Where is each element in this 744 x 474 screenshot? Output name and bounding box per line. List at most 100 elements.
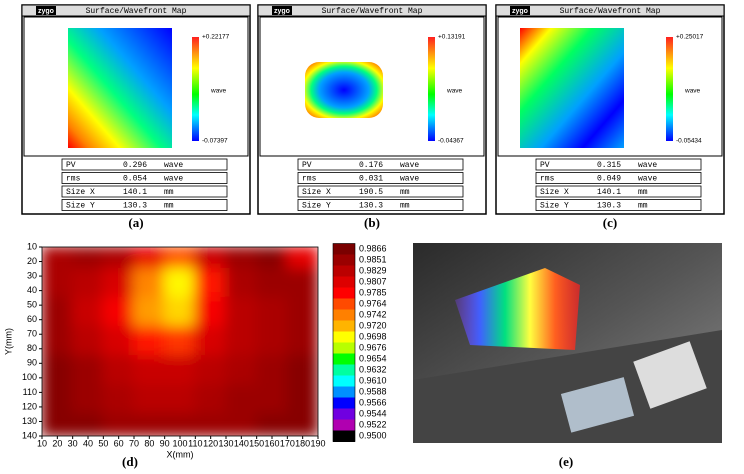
stat-box bbox=[61, 199, 228, 211]
x-tick-label: 180 bbox=[295, 438, 310, 448]
stat-box bbox=[297, 185, 464, 198]
heat-cell bbox=[71, 247, 105, 270]
y-tick-label: 90 bbox=[27, 358, 37, 368]
colorbar-max: +0.22177 bbox=[202, 34, 230, 41]
photo-prism bbox=[560, 377, 635, 433]
x-tick-label: 20 bbox=[52, 438, 62, 448]
x-tick-label: 160 bbox=[264, 438, 279, 448]
y-axis-label: Y(mm) bbox=[3, 328, 13, 355]
stat-box bbox=[535, 185, 702, 198]
heat-cell bbox=[286, 384, 318, 416]
x-tick-label: 190 bbox=[310, 438, 325, 448]
heat-cell bbox=[255, 384, 289, 416]
x-axis-label: X(mm) bbox=[167, 449, 194, 459]
colorbar-frame bbox=[332, 243, 356, 442]
heat-cell bbox=[133, 267, 166, 299]
zygo-panels: zygo Surface/Wavefront Map +0.22177 wave -0.… bbox=[21, 4, 725, 230]
logo-box bbox=[272, 6, 292, 15]
heat-cell bbox=[225, 355, 258, 387]
logo-box bbox=[36, 6, 56, 15]
heat-cell bbox=[225, 267, 258, 299]
colorbar-unit: wave bbox=[210, 88, 227, 95]
x-tick-label: 70 bbox=[129, 438, 139, 448]
colorbar bbox=[428, 37, 435, 141]
x-tick-label: 100 bbox=[172, 438, 187, 448]
y-tick-label: 40 bbox=[27, 285, 37, 295]
colorbar-band bbox=[333, 408, 355, 420]
y-tick-label: 80 bbox=[27, 343, 37, 353]
y-tick-label: 130 bbox=[22, 416, 37, 426]
stat-unit: wave bbox=[400, 175, 419, 184]
stat-value: 0.296 bbox=[123, 161, 147, 170]
x-tick-label: 80 bbox=[144, 438, 154, 448]
heatmap-blur bbox=[42, 247, 318, 436]
stat-box bbox=[535, 172, 702, 184]
stat-box bbox=[297, 172, 464, 184]
stat-box bbox=[535, 158, 702, 171]
x-tick-label: 130 bbox=[218, 438, 233, 448]
stat-label: rms bbox=[302, 175, 317, 184]
stat-box bbox=[61, 185, 228, 198]
colorbar-band bbox=[333, 243, 355, 255]
stat-value: 130.3 bbox=[123, 202, 147, 211]
stat-value: 190.5 bbox=[359, 188, 383, 197]
colorbar-band bbox=[333, 276, 355, 288]
heat-cell bbox=[71, 325, 105, 358]
photo: (e) bbox=[413, 243, 722, 469]
stat-label: Size Y bbox=[302, 202, 331, 211]
heat-cell bbox=[163, 384, 197, 416]
heat-cell bbox=[255, 296, 289, 328]
heat-cell bbox=[225, 384, 258, 416]
x-tick-label: 120 bbox=[203, 438, 218, 448]
colorbar-unit: wave bbox=[684, 88, 701, 95]
stat-value: 0.031 bbox=[359, 175, 383, 184]
heat-cell bbox=[255, 413, 289, 436]
caption: (b) bbox=[364, 215, 380, 230]
logo: zygo bbox=[512, 8, 528, 15]
stat-value: 130.3 bbox=[597, 202, 621, 211]
colorbar-band bbox=[333, 430, 355, 442]
header-bar bbox=[257, 4, 487, 17]
stat-unit: wave bbox=[638, 161, 657, 170]
colorbar-band bbox=[333, 397, 355, 409]
heat-cell bbox=[102, 296, 135, 328]
colorbar bbox=[192, 37, 199, 141]
heat-cell bbox=[225, 413, 258, 436]
colorbar-label: 0.9676 bbox=[359, 342, 387, 352]
colorbar-band bbox=[333, 353, 355, 365]
y-tick-label: 120 bbox=[22, 401, 37, 411]
colorbar-label: 0.9500 bbox=[359, 430, 387, 440]
x-tick-label: 90 bbox=[160, 438, 170, 448]
heat-cell bbox=[133, 296, 166, 328]
heat-cell bbox=[286, 325, 318, 358]
stat-label: Size X bbox=[66, 188, 95, 197]
heat-cell bbox=[102, 247, 135, 270]
x-tick-label: 40 bbox=[83, 438, 93, 448]
y-tick-label: 110 bbox=[23, 387, 37, 397]
y-tick-label: 60 bbox=[27, 314, 37, 324]
colorbar-band bbox=[333, 309, 355, 321]
heat-cell bbox=[286, 267, 318, 299]
colorbar-band bbox=[333, 364, 355, 376]
zygo-panel: zygo Surface/Wavefront Map +0.25017 wave -0.… bbox=[495, 4, 725, 230]
heat-cell bbox=[163, 296, 197, 328]
heat-cell bbox=[163, 413, 197, 436]
photo-projector bbox=[633, 341, 707, 409]
stat-box bbox=[297, 158, 464, 171]
caption: (d) bbox=[122, 454, 138, 469]
heat-cell bbox=[163, 247, 197, 270]
x-tick-label: 170 bbox=[280, 438, 295, 448]
colorbar-label: 0.9588 bbox=[359, 386, 387, 396]
colorbar bbox=[666, 37, 673, 141]
heat-cell bbox=[255, 325, 289, 358]
colorbar-label: 0.9522 bbox=[359, 419, 387, 429]
logo: zygo bbox=[274, 8, 290, 15]
heat-cell bbox=[194, 384, 227, 416]
heat-cell bbox=[42, 355, 74, 387]
colorbar-label: 0.9632 bbox=[359, 364, 387, 374]
heat-cell bbox=[255, 267, 289, 299]
y-tick-label: 140 bbox=[22, 430, 37, 440]
heat-cell bbox=[133, 384, 166, 416]
stat-unit: wave bbox=[638, 175, 657, 184]
colorbar-label: 0.9544 bbox=[359, 408, 387, 418]
